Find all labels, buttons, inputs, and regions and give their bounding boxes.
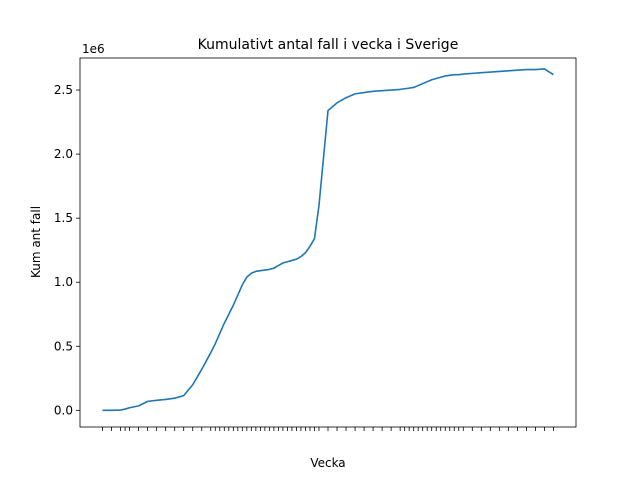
- y-axis-label: Kum ant fall: [29, 206, 43, 278]
- plot-lines: [102, 68, 554, 412]
- series-line: [102, 68, 554, 412]
- y-tick-label: 2.5: [54, 83, 73, 97]
- y-axis: 0.0 0.5 1.0 1.5 2.0 2.5: [54, 83, 80, 417]
- y-tick-label: 0.0: [54, 403, 73, 417]
- x-axis: [102, 427, 554, 431]
- x-axis-label: Vecka: [310, 456, 345, 470]
- y-tick-label: 1.0: [54, 275, 73, 289]
- y-tick-label: 1.5: [54, 211, 73, 225]
- y-tick-label: 2.0: [54, 147, 73, 161]
- y-tick-label: 0.5: [54, 339, 73, 353]
- chart-title: Kumulativt antal fall i vecka i Sverige: [198, 37, 459, 53]
- y-offset-label: 1e6: [82, 42, 105, 56]
